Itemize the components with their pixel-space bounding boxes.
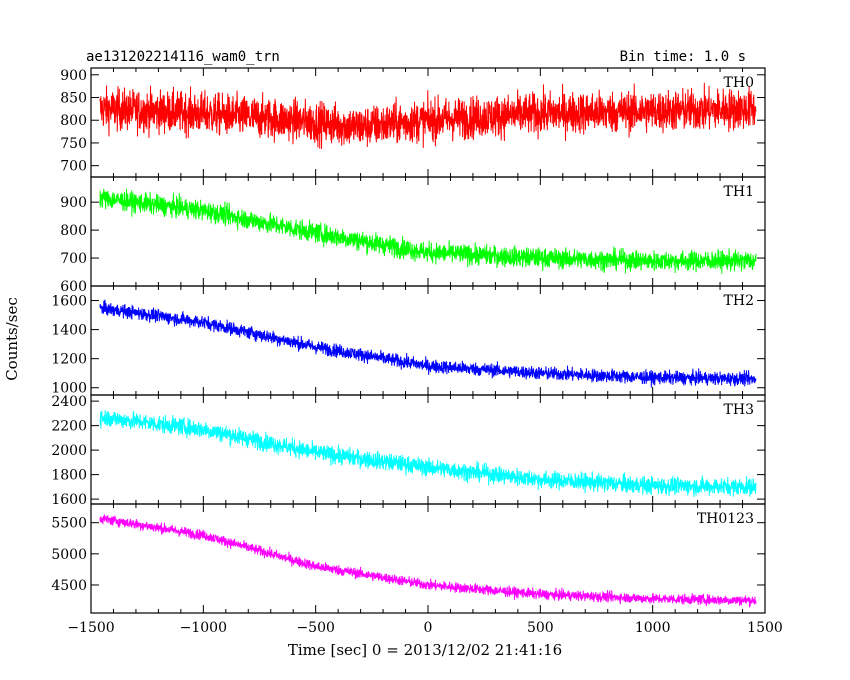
y-tick-label: 800 [60,223,87,239]
panel-name-label: TH1 [724,184,754,200]
y-tick-label: 2000 [51,443,87,459]
y-axis-label: Counts/sec [3,297,21,381]
y-tick-label: 800 [60,113,87,129]
series-line-th2 [99,299,757,388]
x-tick-label: 1000 [635,620,671,636]
y-tick-label: 4500 [51,578,87,594]
y-tick-label: 850 [60,91,87,107]
panel-name-label: TH0123 [697,511,754,527]
x-tick-label: 0 [424,620,433,636]
y-tick-label: 1400 [51,323,87,339]
y-tick-label: 1600 [51,294,87,310]
panels-group: 700 750 800 850 900 TH0 600 700 800 900 TH1 1000 120… [51,67,783,636]
panel-th0123: 4500 5000 5500 TH0123 [51,503,766,614]
y-tick-label: 2200 [51,419,87,435]
x-axis-label: Time [sec] 0 = 2013/12/02 21:41:16 [288,641,562,659]
x-tick-label: −1500 [67,620,114,636]
y-tick-label: 700 [60,251,87,267]
y-tick-label: 750 [60,136,87,152]
y-tick-label: 1600 [51,492,87,508]
y-tick-label: 5500 [51,516,87,532]
y-tick-label: 900 [60,195,87,211]
series-line-th0123 [99,514,757,608]
x-tick-label: −1000 [180,620,227,636]
panel-name-label: TH0 [724,75,754,91]
panel-th2: 1000 1200 1400 1600 TH2 [51,285,766,397]
panel-th1: 600 700 800 900 TH1 [60,176,766,295]
x-tick-label: 1500 [747,620,783,636]
x-tick-label: −500 [296,620,334,636]
panel-th0: 700 750 800 850 900 TH0 [60,67,766,178]
y-tick-label: 700 [60,159,87,175]
series-line-th1 [99,188,757,274]
y-tick-label: 2400 [51,394,87,410]
panel-frame [90,176,766,287]
y-tick-label: 5000 [51,547,87,563]
bin-time-label: Bin time: 1.0 s [620,49,746,65]
y-tick-label: 1200 [51,352,87,368]
y-tick-label: 900 [60,68,87,84]
y-tick-label: 1800 [51,468,87,484]
y-tick-label: 1000 [51,381,87,397]
series-line-th0 [99,82,757,149]
file-name-title: ae131202214116_wam0_trn [86,49,280,65]
y-tick-label: 600 [60,279,87,295]
panel-name-label: TH3 [724,402,754,418]
series-line-th3 [99,410,757,498]
x-tick-label: 500 [527,620,554,636]
panel-name-label: TH2 [724,293,754,309]
panel-th3: 1600 1800 2000 2200 2400 TH3 [51,394,766,508]
